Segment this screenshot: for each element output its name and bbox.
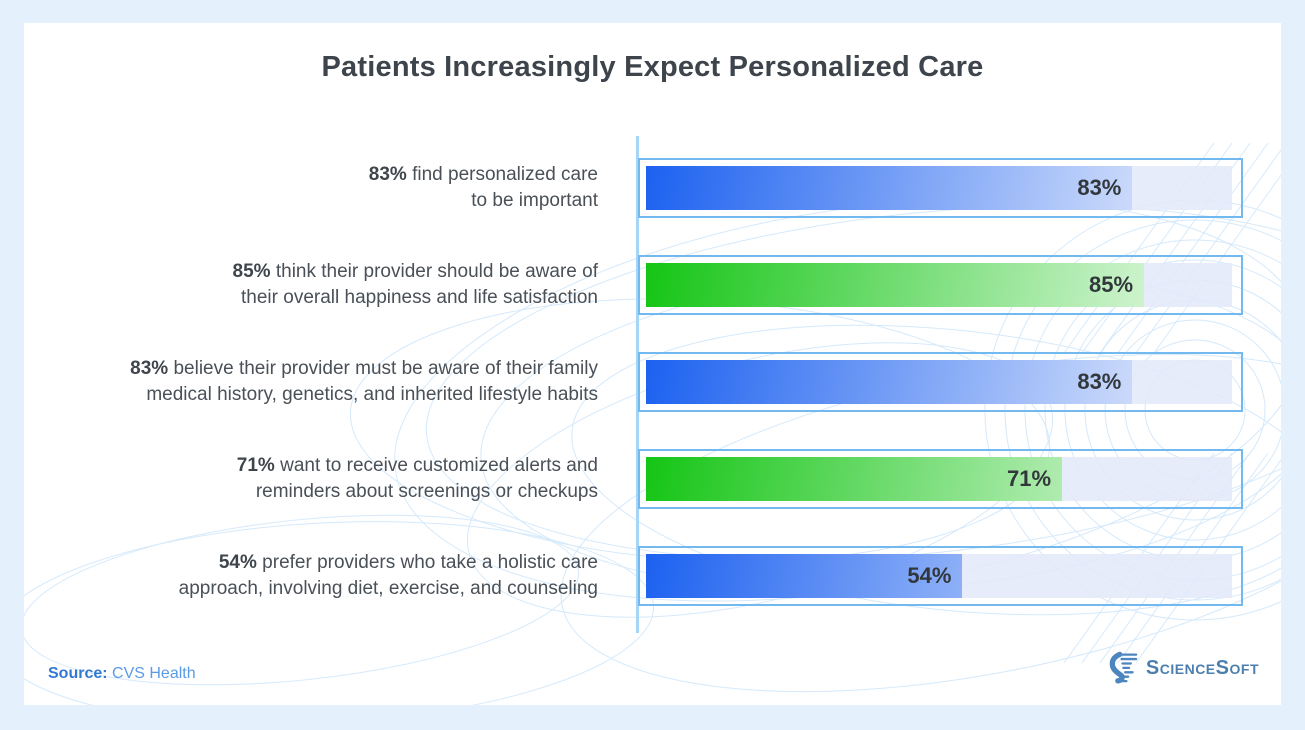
source-line: Source: CVS Health [48, 665, 196, 683]
chart-row: 85% think their provider should be aware… [24, 255, 1281, 315]
bar-value-label: 83% [1077, 175, 1122, 200]
sciencesoft-logo-text: ScienceSoft [1146, 657, 1259, 680]
bar-track: 83% [646, 360, 1232, 404]
chart-title: Patients Increasingly Expect Personalize… [321, 51, 984, 83]
bar-label: 85% think their provider should be aware… [232, 261, 598, 308]
bar-label: 83% find personalized care to be importan… [368, 164, 598, 211]
bar-chart: 83% find personalized care to be importan… [24, 158, 1281, 606]
bar-value-label: 71% [1007, 466, 1052, 491]
bar-label: 83% believe their provider must be aware… [130, 358, 598, 405]
bar-container: 83% [638, 352, 1243, 412]
bar-value-label: 83% [1077, 369, 1122, 394]
bar-track: 71% [646, 457, 1232, 501]
sciencesoft-logo: ScienceSoft [1109, 650, 1259, 687]
logo-word-soft: Soft [1215, 657, 1259, 679]
bar-track: 85% [646, 263, 1232, 307]
bar-track: 54% [646, 554, 1232, 598]
source-label: Source: [48, 665, 108, 682]
bar-label-percent: 85% [232, 261, 271, 282]
bar-value-label: 85% [1089, 272, 1134, 297]
bar-label: 71% want to receive customized alerts an… [236, 455, 598, 502]
bar-fill: 83% [646, 166, 1133, 210]
chart-row: 54% prefer providers who take a holistic… [24, 546, 1281, 606]
infographic-card: Patients Increasingly Expect Personalize… [24, 23, 1281, 705]
bar-label-percent: 71% [236, 455, 275, 476]
bar-label-percent: 54% [218, 552, 257, 573]
bar-track: 83% [646, 166, 1232, 210]
bar-fill: 83% [646, 360, 1133, 404]
chart-row: 83% find personalized care to be importan… [24, 158, 1281, 218]
chart-row: 83% believe their provider must be aware… [24, 352, 1281, 412]
bar-container: 83% [638, 158, 1243, 218]
bar-container: 85% [638, 255, 1243, 315]
sciencesoft-logo-icon [1109, 651, 1138, 684]
bar-fill: 85% [646, 263, 1145, 307]
bar-label-percent: 83% [368, 164, 407, 185]
source-link[interactable]: CVS Health [112, 665, 196, 682]
chart-row: 71% want to receive customized alerts an… [24, 449, 1281, 509]
bar-fill: 71% [646, 457, 1063, 501]
bar-fill: 54% [646, 554, 963, 598]
logo-word-science: Science [1145, 657, 1216, 679]
bar-label: 54% prefer providers who take a holistic… [178, 552, 598, 599]
bar-value-label: 54% [907, 563, 952, 588]
bar-container: 54% [638, 546, 1243, 606]
bar-label-percent: 83% [130, 358, 169, 379]
bar-container: 71% [638, 449, 1243, 509]
